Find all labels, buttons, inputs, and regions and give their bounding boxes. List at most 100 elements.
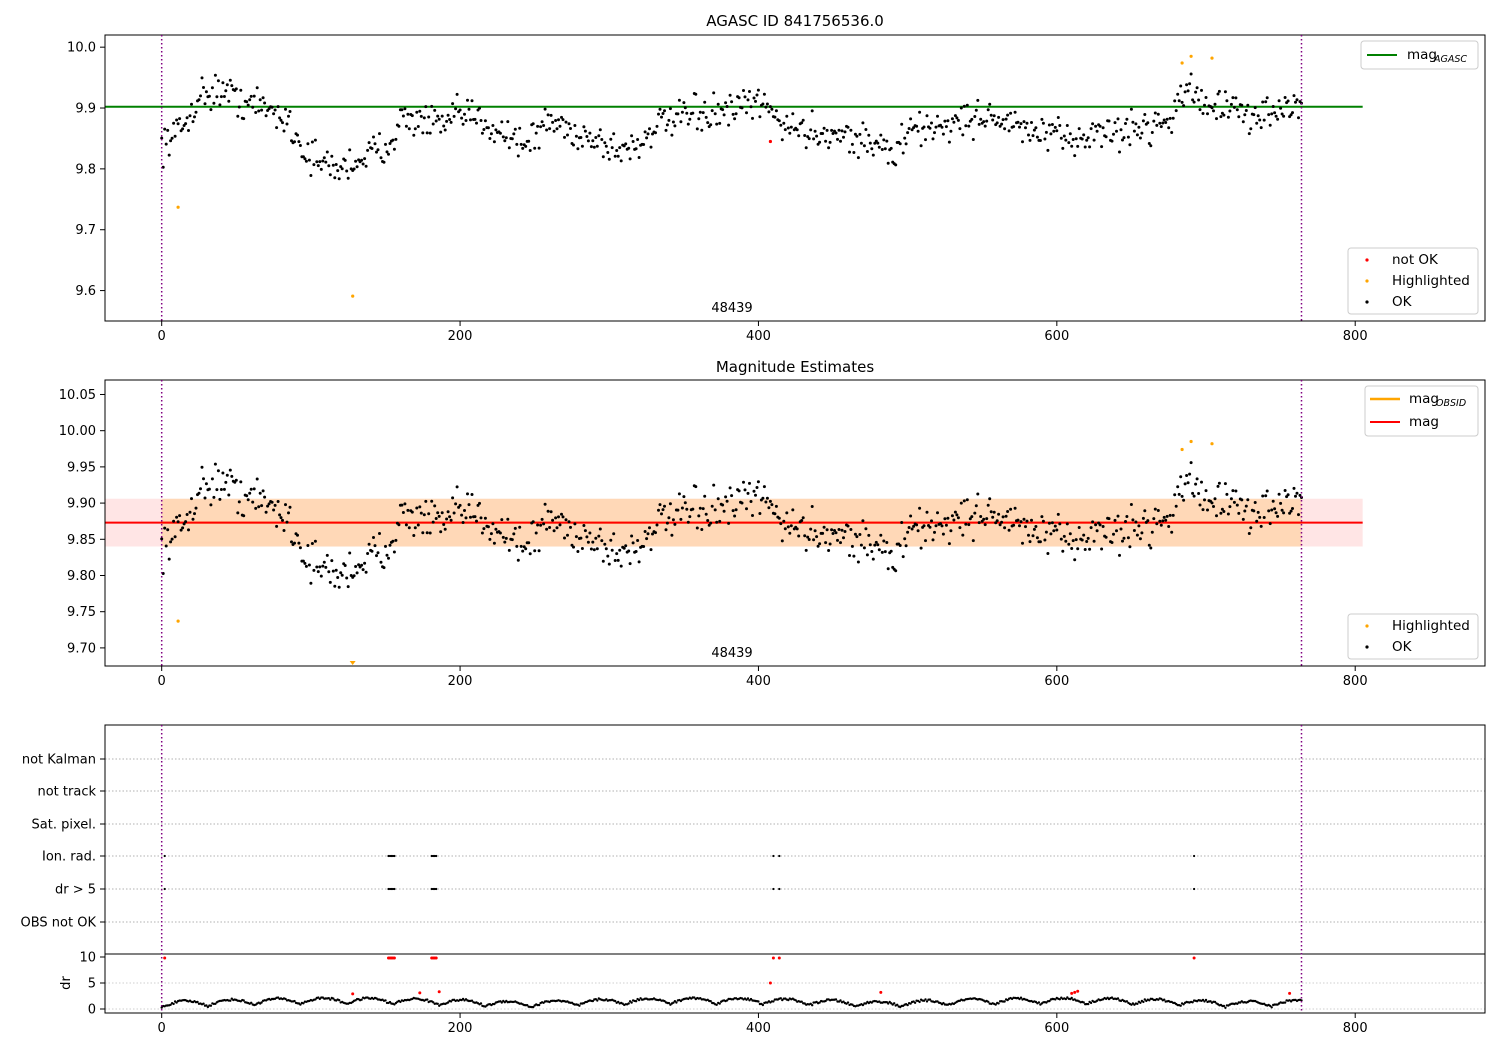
ok-point — [1264, 494, 1268, 498]
ok-point — [801, 516, 805, 520]
ok-point — [376, 551, 380, 555]
ok-point — [871, 557, 875, 561]
ok-point — [207, 94, 211, 98]
ok-point — [298, 546, 302, 550]
ok-point — [831, 532, 835, 535]
ok-point — [583, 529, 587, 533]
ok-point — [470, 99, 474, 103]
ok-point — [680, 506, 684, 510]
ok-point — [631, 541, 635, 545]
ok-point — [934, 524, 938, 528]
ok-point — [540, 120, 544, 124]
ok-point — [1046, 148, 1050, 152]
ok-point — [237, 105, 241, 109]
ok-point — [834, 131, 838, 135]
ok-point — [236, 511, 240, 515]
not-ok-point — [437, 990, 441, 994]
ok-point — [309, 174, 313, 177]
ok-point — [279, 118, 283, 122]
ok-point — [1048, 999, 1051, 1003]
ok-point — [1215, 117, 1218, 121]
ok-point — [609, 538, 613, 542]
ok-point — [604, 547, 608, 551]
ok-point — [904, 142, 908, 146]
ok-point — [303, 157, 307, 161]
ok-point — [254, 506, 258, 510]
ok-point — [1025, 519, 1029, 523]
ok-point — [566, 533, 569, 537]
ok-point — [670, 533, 674, 537]
ok-point — [436, 511, 440, 515]
ok-point — [1139, 1001, 1142, 1004]
ok-point — [452, 114, 456, 118]
ok-point — [630, 1001, 633, 1004]
ok-point — [319, 574, 323, 578]
ok-point — [427, 115, 431, 119]
ok-point — [919, 546, 923, 550]
ok-point — [649, 145, 653, 149]
ok-point — [672, 1001, 675, 1004]
ok-point — [870, 147, 874, 151]
ok-point — [982, 517, 986, 521]
ok-point — [934, 125, 938, 129]
ok-point — [531, 122, 535, 126]
ok-point — [816, 544, 820, 548]
ok-point — [1152, 119, 1156, 123]
ok-point — [1043, 538, 1047, 542]
ok-point — [1165, 514, 1169, 518]
not-ok-point — [1192, 956, 1196, 960]
ok-point — [410, 114, 414, 118]
ok-point — [1294, 100, 1297, 104]
ok-point — [1091, 520, 1095, 524]
y-tick-label: 10.00 — [59, 424, 96, 439]
ok-point — [777, 119, 781, 123]
ok-point — [354, 159, 358, 163]
ok-point — [361, 568, 365, 572]
ok-point — [175, 118, 179, 122]
ok-point — [886, 161, 890, 165]
ok-point — [924, 998, 927, 1001]
ok-point — [725, 499, 729, 503]
ok-point — [172, 1002, 175, 1006]
ok-point — [1083, 145, 1087, 149]
ok-point — [1255, 519, 1259, 523]
ok-point — [707, 523, 711, 527]
ok-point — [1009, 111, 1013, 115]
ok-point — [1087, 1002, 1090, 1006]
ok-point — [412, 534, 416, 537]
ok-point — [430, 499, 434, 503]
ok-point — [1128, 143, 1132, 147]
ok-point — [488, 137, 492, 140]
ok-point — [310, 140, 314, 144]
ok-point — [724, 495, 728, 499]
x-tick-label: 800 — [1343, 329, 1368, 344]
ok-point — [375, 150, 378, 154]
ok-point — [185, 116, 189, 120]
ok-point — [1041, 121, 1045, 125]
ok-point — [415, 110, 419, 114]
ok-point — [752, 489, 756, 493]
ok-point — [1155, 522, 1159, 526]
flag-point — [1193, 887, 1196, 891]
ok-point — [249, 487, 253, 491]
ok-point — [1147, 543, 1151, 547]
data-points — [160, 956, 1303, 1009]
ok-point — [160, 136, 164, 140]
ok-point — [694, 485, 698, 489]
ok-point — [339, 165, 343, 169]
ok-point — [478, 501, 481, 505]
ok-point — [916, 529, 920, 533]
ok-point — [1291, 111, 1294, 115]
ok-point — [1289, 113, 1293, 117]
ok-point — [334, 568, 338, 572]
panel-title: Magnitude Estimates — [716, 358, 874, 376]
ok-point — [1000, 122, 1004, 126]
highlighted-point — [349, 661, 356, 665]
ok-point — [1153, 111, 1157, 115]
ok-point — [443, 527, 447, 531]
ok-point — [1107, 517, 1111, 521]
ok-point — [733, 514, 737, 518]
ok-point — [213, 73, 217, 77]
ok-point — [583, 129, 587, 133]
